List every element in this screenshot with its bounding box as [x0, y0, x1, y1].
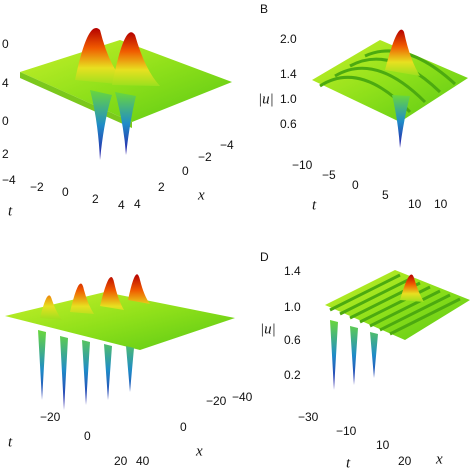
x-label: x — [197, 187, 205, 203]
panel-letter: B — [260, 2, 268, 16]
x-tick: 40 — [136, 454, 150, 468]
dip — [90, 90, 112, 160]
z-tick: 0.2 — [284, 368, 301, 382]
z-tick: 0 — [2, 37, 9, 51]
t-label: t — [346, 455, 351, 471]
t-tick: 20 — [114, 454, 128, 468]
z-tick: 4 — [2, 76, 9, 90]
t-tick: 5 — [382, 188, 389, 202]
dips — [38, 330, 134, 410]
dips — [330, 320, 378, 390]
peak — [385, 29, 420, 76]
dip — [115, 92, 136, 155]
t-tick: −5 — [322, 168, 336, 182]
x-tick: 2 — [158, 180, 165, 194]
t-tick: −10 — [336, 424, 357, 438]
x-tick: 4 — [134, 197, 141, 211]
t-label: t — [8, 434, 13, 450]
surface-a — [20, 28, 232, 160]
t-tick: 20 — [398, 454, 412, 468]
t-tick: 10 — [408, 197, 422, 211]
x-tick: 0 — [180, 420, 187, 434]
peak — [112, 32, 160, 86]
z-tick: 0.6 — [280, 117, 297, 131]
x-tick: −20 — [206, 394, 227, 408]
t-tick: −10 — [292, 158, 313, 172]
t-tick: 2 — [92, 192, 99, 206]
surface-b — [312, 29, 468, 148]
z-tick: 1.4 — [284, 264, 301, 278]
x-tick: −4 — [220, 138, 234, 152]
t-tick: 0 — [84, 429, 91, 443]
z-tick: 1.4 — [280, 67, 297, 81]
peak — [75, 28, 128, 85]
t-tick: −2 — [30, 180, 44, 194]
z-tick: 2 — [2, 147, 9, 161]
surface — [312, 40, 468, 122]
t-label: t — [8, 203, 13, 219]
z-tick: 1.0 — [280, 92, 297, 106]
surface-d — [325, 270, 470, 390]
z-tick: 1.0 — [284, 300, 301, 314]
x-tick: −40 — [232, 390, 253, 404]
panel-letter: D — [260, 250, 269, 264]
x-tick: 0 — [182, 164, 189, 178]
peaks — [40, 274, 150, 320]
z-tick: 2.0 — [280, 32, 297, 46]
surface — [5, 292, 235, 350]
t-tick: 0 — [62, 185, 69, 199]
z-label: |u| — [260, 321, 276, 337]
dip — [392, 95, 410, 148]
z-tick: 0 — [2, 114, 9, 128]
x-label: x — [435, 451, 443, 467]
surface — [325, 270, 470, 340]
surface-c — [5, 274, 235, 410]
t-tick: 4 — [118, 198, 125, 212]
x-tick: 10 — [434, 197, 448, 211]
t-tick: 0 — [352, 178, 359, 192]
peak — [400, 274, 424, 302]
x-label: x — [195, 443, 203, 459]
z-label: |u| — [258, 91, 274, 107]
z-tick: 0.6 — [284, 333, 301, 347]
t-label: t — [312, 197, 317, 213]
t-tick: 10 — [376, 438, 390, 452]
ridges — [329, 273, 461, 336]
t-tick: −20 — [40, 410, 61, 424]
t-tick: −30 — [298, 410, 319, 424]
t-tick: −4 — [2, 173, 16, 187]
ridges — [319, 49, 457, 114]
x-tick: −2 — [198, 150, 212, 164]
